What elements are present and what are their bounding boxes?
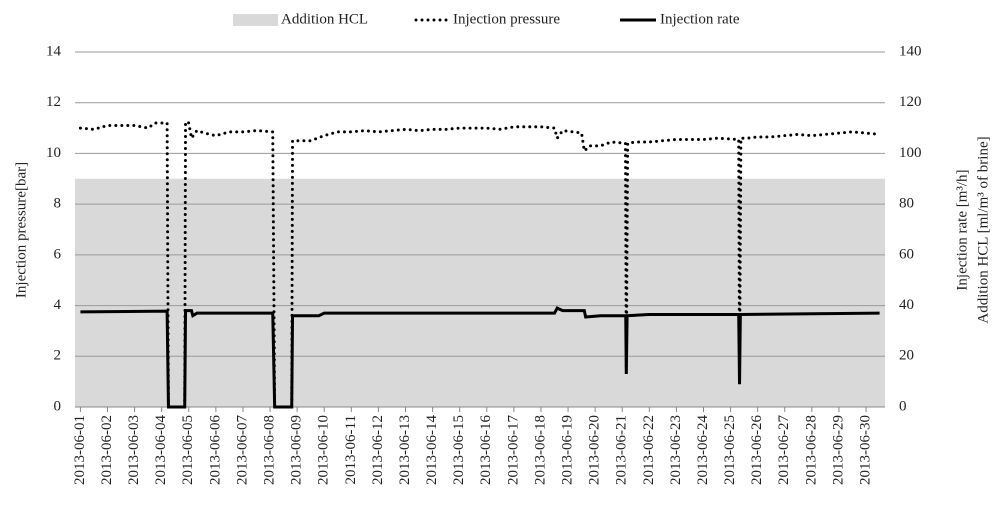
x-tick-label: 2013-06-20 (587, 415, 603, 485)
x-tick-label: 2013-06-01 (72, 415, 88, 485)
x-tick-label: 2013-06-29 (830, 415, 846, 485)
y-tick-label: 0 (54, 398, 62, 414)
x-tick-label: 2013-06-11 (343, 415, 359, 484)
x-tick-label: 2013-06-10 (316, 415, 332, 485)
x-tick-label: 2013-06-15 (451, 415, 467, 485)
y-tick-label: 12 (46, 94, 61, 110)
x-tick-label: 2013-06-12 (370, 415, 386, 485)
area (75, 178, 885, 407)
y-tick-label: 10 (46, 145, 61, 161)
y2-tick-label: 40 (899, 297, 914, 313)
y-tick-label: 14 (46, 43, 62, 59)
x-tick-label: 2013-06-03 (126, 415, 142, 485)
x-tick-label: 2013-06-28 (803, 415, 819, 485)
x-tick-label: 2013-06-24 (695, 415, 711, 485)
y2-tick-label: 140 (899, 43, 922, 59)
y-axis-label: Injection pressure[bar] (13, 162, 29, 298)
legend-label: Injection pressure (453, 11, 560, 27)
x-tick-label: 2013-06-13 (397, 415, 413, 485)
x-tick-label: 2013-06-06 (207, 415, 223, 485)
x-tick-label: 2013-06-18 (532, 415, 548, 485)
legend-label: Injection rate (660, 11, 740, 27)
x-tick-label: 2013-06-27 (776, 415, 792, 485)
y2-axis-label: Injection rate [m³/h] (954, 169, 970, 290)
line (80, 306, 880, 409)
x-tick-label: 2013-06-22 (641, 415, 657, 485)
x-tick-label: 2013-06-17 (505, 415, 521, 485)
y-tick-label: 2 (54, 348, 62, 364)
y-tick-label: 8 (54, 196, 62, 212)
legend-label: Addition HCL (281, 11, 368, 27)
x-tick-label: 2013-06-25 (722, 415, 738, 485)
x-tick-label: 2013-06-16 (478, 415, 494, 485)
x-tick-label: 2013-06-26 (749, 415, 765, 485)
y2-tick-label: 100 (899, 145, 922, 161)
x-tick-label: 2013-06-07 (234, 415, 250, 485)
y2-tick-label: 60 (899, 246, 914, 262)
legend-swatch (233, 14, 278, 26)
y2-tick-label: 20 (899, 348, 914, 364)
y2-tick-label: 0 (899, 398, 907, 414)
y2-axis-label: Addition HCL [ml/m³ of brine] (975, 136, 991, 323)
x-tick-label: 2013-06-14 (424, 415, 440, 485)
x-tick-label: 2013-06-19 (559, 415, 575, 485)
y-tick-label: 6 (54, 246, 62, 262)
x-tick-label: 2013-06-21 (614, 415, 630, 485)
x-tick-label: 2013-06-08 (261, 415, 277, 485)
x-tick-label: 2013-06-23 (668, 415, 684, 485)
y-tick-label: 4 (54, 297, 62, 313)
x-tick-label: 2013-06-04 (153, 415, 169, 485)
x-tick-label: 2013-06-30 (857, 415, 873, 485)
line (78, 119, 882, 409)
y2-tick-label: 80 (899, 196, 914, 212)
y2-tick-label: 120 (899, 94, 922, 110)
x-tick-label: 2013-06-02 (99, 415, 115, 485)
x-tick-label: 2013-06-09 (289, 415, 305, 485)
x-tick-label: 2013-06-05 (180, 415, 196, 485)
